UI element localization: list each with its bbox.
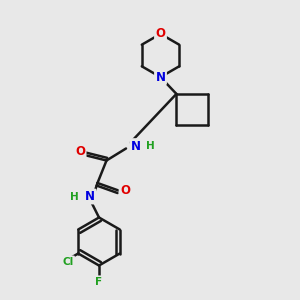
Text: H: H: [146, 141, 155, 151]
Text: O: O: [120, 184, 130, 197]
Text: H: H: [70, 191, 79, 202]
Text: O: O: [155, 27, 166, 40]
Text: O: O: [75, 145, 85, 158]
Text: F: F: [95, 277, 103, 287]
Text: N: N: [85, 190, 95, 203]
Text: N: N: [130, 140, 141, 153]
Text: Cl: Cl: [62, 257, 74, 267]
Text: N: N: [155, 70, 166, 84]
